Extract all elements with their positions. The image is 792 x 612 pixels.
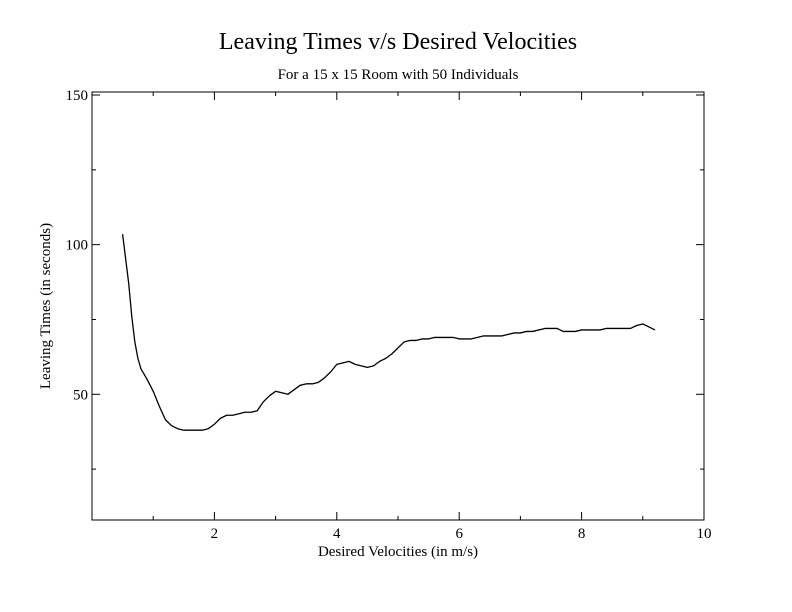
x-tick-label: 4 [333, 526, 341, 542]
plot-frame [91, 91, 705, 521]
y-tick-label: 150 [66, 88, 89, 104]
series-line-0 [121, 234, 656, 431]
y-tick-label: 100 [66, 238, 89, 254]
x-axis: 2 4 6 8 10 [152, 92, 712, 542]
y-axis: 50 100 150 [66, 88, 704, 470]
chart-title: Leaving Times v/s Desired Velocities [219, 29, 577, 55]
chart-subtitle: For a 15 x 15 Room with 50 Individuals [278, 67, 519, 83]
x-tick-label: 2 [211, 526, 219, 542]
y-axis-label: Leaving Times (in seconds) [38, 223, 54, 389]
series-layer [121, 234, 656, 431]
x-axis-label: Desired Velocities (in m/s) [318, 544, 478, 560]
x-tick-label: 8 [578, 526, 586, 542]
x-tick-label: 10 [697, 526, 712, 542]
x-tick-label: 6 [455, 526, 463, 542]
y-tick-label: 50 [73, 387, 88, 403]
